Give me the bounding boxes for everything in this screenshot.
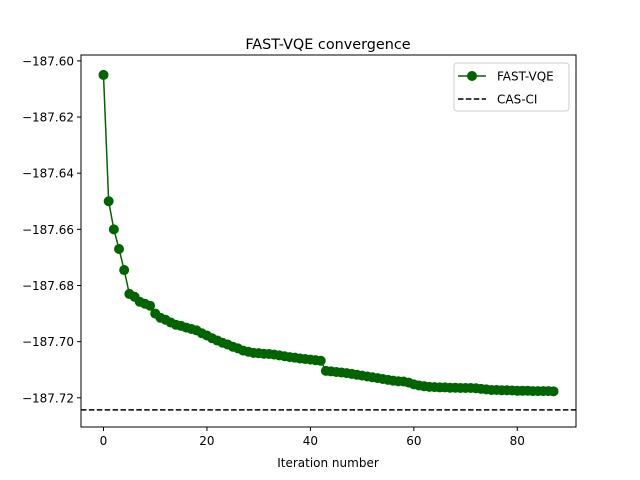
- legend-label-cas-ci: CAS-CI: [497, 93, 537, 107]
- chart-title: FAST-VQE convergence: [245, 37, 410, 53]
- y-axis: −187.60 −187.62 −187.64 −187.66 −187.68 −187.…: [22, 54, 81, 405]
- fast-vqe-point: [108, 224, 119, 235]
- x-tick-label: 80: [510, 434, 525, 448]
- legend: FAST-VQE CAS-CI: [453, 62, 570, 112]
- fast-vqe-point: [145, 300, 156, 311]
- fast-vqe-point: [315, 355, 326, 366]
- fast-vqe-point: [548, 386, 559, 397]
- x-tick-label: 20: [199, 434, 214, 448]
- fast-vqe-point: [114, 244, 125, 255]
- fast-vqe-line: [102, 74, 554, 393]
- y-tick-label: −187.66: [22, 223, 74, 237]
- y-tick-label: −187.70: [22, 335, 74, 349]
- fast-vqe-point: [103, 196, 114, 207]
- y-tick-label: −187.62: [22, 111, 74, 125]
- y-tick-label: −187.60: [22, 54, 74, 68]
- plot-area: [80, 54, 577, 428]
- legend-marker-fast-vqe: [467, 71, 477, 81]
- x-axis: 0 20 40 60 80: [100, 427, 525, 448]
- fast-vqe-point: [98, 69, 109, 80]
- x-tick-label: 40: [303, 434, 318, 448]
- y-tick-label: −187.72: [22, 391, 74, 405]
- x-tick-label: 60: [406, 434, 421, 448]
- y-tick-label: −187.64: [22, 167, 74, 181]
- legend-label-fast-vqe: FAST-VQE: [497, 70, 554, 84]
- fast-vqe-point: [119, 265, 130, 276]
- y-tick-label: −187.68: [22, 279, 74, 293]
- x-axis-label: Iteration number: [277, 456, 379, 470]
- axes-frame: [80, 54, 577, 428]
- x-tick-label: 0: [100, 434, 108, 448]
